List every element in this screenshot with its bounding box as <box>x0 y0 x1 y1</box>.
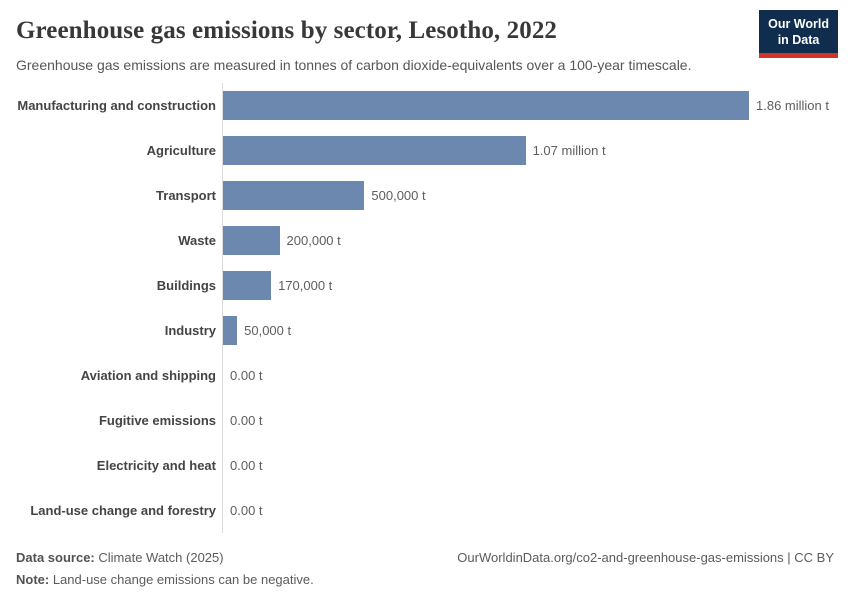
chart-subtitle: Greenhouse gas emissions are measured in… <box>16 57 692 73</box>
citation-link[interactable]: OurWorldinData.org/co2-and-greenhouse-ga… <box>457 550 834 565</box>
note-value: Land-use change emissions can be negativ… <box>49 572 314 587</box>
category-label: Aviation and shipping <box>80 368 216 383</box>
category-label: Transport <box>156 188 216 203</box>
note-label: Note: <box>16 572 50 587</box>
chart-rows: Manufacturing and construction 1.86 milli… <box>0 83 850 533</box>
category-label: Agriculture <box>146 143 216 158</box>
chart-row: Industry 50,000 t <box>0 308 850 353</box>
bar[interactable] <box>223 226 280 255</box>
value-label: 1.07 million t <box>532 143 606 158</box>
category-label: Waste <box>178 233 216 248</box>
page-title: Greenhouse gas emissions by sector, Leso… <box>16 17 558 44</box>
value-label: 200,000 t <box>286 233 341 248</box>
bar[interactable] <box>223 91 749 120</box>
data-source-line: Data source: Climate Watch (2025) <box>16 547 834 569</box>
bar[interactable] <box>223 136 526 165</box>
bar[interactable] <box>223 181 365 210</box>
category-label: Manufacturing and construction <box>17 98 216 113</box>
value-label: 1.86 million t <box>756 98 829 113</box>
category-label: Industry <box>164 323 216 338</box>
category-label: Land-use change and forestry <box>30 503 216 518</box>
value-label: 0.00 t <box>230 368 263 383</box>
category-label: Fugitive emissions <box>98 413 216 428</box>
category-label: Buildings <box>156 278 216 293</box>
value-label: 170,000 t <box>278 278 333 293</box>
value-label: 500,000 t <box>371 188 426 203</box>
chart-row: Electricity and heat 0.00 t <box>0 443 850 488</box>
category-label: Electricity and heat <box>96 458 216 473</box>
chart-row: Manufacturing and construction 1.86 milli… <box>0 83 850 128</box>
chart-row: Buildings 170,000 t <box>0 263 850 308</box>
value-label: 50,000 t <box>244 323 292 338</box>
bar-chart-plot: Manufacturing and construction 1.86 milli… <box>0 83 850 533</box>
value-label: 0.00 t <box>230 458 263 473</box>
chart-row: Land-use change and forestry 0.00 t <box>0 488 850 533</box>
chart-row: Transport 500,000 t <box>0 173 850 218</box>
chart-row: Agriculture 1.07 million t <box>0 128 850 173</box>
data-source-value: Climate Watch (2025) <box>94 550 224 565</box>
chart-row: Fugitive emissions 0.00 t <box>0 398 850 443</box>
chart-footer: Data source: Climate Watch (2025) Note: … <box>16 547 834 591</box>
value-label: 0.00 t <box>230 503 263 518</box>
value-label: 0.00 t <box>230 413 263 428</box>
owid-logo-line2: in Data <box>777 33 820 48</box>
bar[interactable] <box>223 271 272 300</box>
y-axis-line <box>222 83 223 533</box>
bar[interactable] <box>223 316 238 345</box>
data-source-label: Data source: <box>16 550 95 565</box>
note-line: Note: Land-use change emissions can be n… <box>16 569 834 591</box>
owid-logo[interactable]: Our World in Data <box>759 10 838 58</box>
chart-row: Aviation and shipping 0.00 t <box>0 353 850 398</box>
owid-logo-line1: Our World <box>768 17 829 31</box>
chart-row: Waste 200,000 t <box>0 218 850 263</box>
